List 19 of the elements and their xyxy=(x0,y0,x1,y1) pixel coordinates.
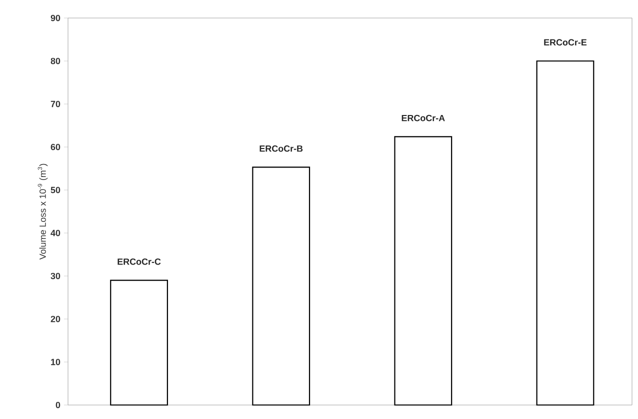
y-tick-label: 30 xyxy=(50,272,60,280)
y-tick-label: 10 xyxy=(51,358,60,366)
x-tick-label: ERCoCr-A xyxy=(402,114,445,122)
y-tick-label: 50 xyxy=(50,186,60,194)
y-axis-title: Volume Loss x 10$^{-9}$ (m$^{3}$) xyxy=(38,164,48,260)
y-tick-label: 0 xyxy=(56,402,60,408)
y-tick-label: 80 xyxy=(50,58,60,64)
x-tick-label: ERCoCr-E xyxy=(544,39,587,46)
y-tick-label: 70 xyxy=(50,100,60,108)
bar xyxy=(110,280,168,406)
x-tick-label: ERCoCr-C xyxy=(118,258,161,265)
bar xyxy=(536,60,594,406)
bar xyxy=(252,166,310,406)
y-tick-label: 60 xyxy=(50,144,60,150)
bar xyxy=(394,136,452,406)
y-tick-label: 40 xyxy=(50,230,60,236)
y-tick-label: 20 xyxy=(50,316,60,322)
x-tick-label: ERCoCr-B xyxy=(260,145,303,152)
y-tick-label: 90 xyxy=(50,14,60,22)
